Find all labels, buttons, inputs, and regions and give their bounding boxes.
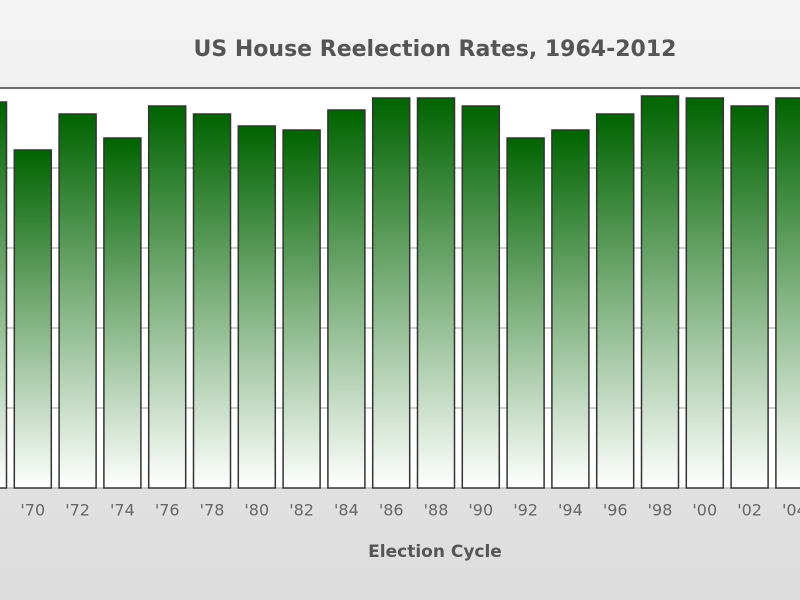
chart-title: US House Reelection Rates, 1964-2012 (194, 37, 677, 62)
bar (103, 137, 142, 489)
bar (58, 113, 97, 489)
bar (551, 129, 590, 489)
bar (506, 137, 545, 489)
bar (192, 113, 232, 489)
bar (461, 105, 501, 489)
x-tick-label: '86 (379, 501, 404, 520)
x-tick-label: '84 (334, 501, 359, 520)
x-tick-label: '88 (424, 501, 449, 520)
bar (13, 149, 53, 489)
bar (0, 101, 8, 489)
bar (730, 105, 769, 489)
x-tick-label: '02 (737, 501, 762, 520)
x-tick-label: '72 (65, 501, 90, 520)
bar (595, 113, 635, 489)
x-tick-label: '92 (513, 501, 538, 520)
x-tick-label: '80 (244, 501, 269, 520)
x-tick-label: '78 (200, 501, 225, 520)
x-axis-title: Election Cycle (368, 542, 502, 562)
bar (371, 97, 411, 489)
bar (685, 97, 725, 489)
bar (775, 97, 800, 489)
x-tick-label: '00 (692, 501, 717, 520)
x-tick-label: '98 (648, 501, 673, 520)
bar (237, 125, 277, 489)
x-tick-label: '96 (603, 501, 628, 520)
x-tick-label: '70 (20, 501, 45, 520)
bars (0, 95, 800, 489)
bar (640, 95, 680, 489)
bar (416, 97, 456, 489)
x-tick-label: '74 (110, 501, 135, 520)
bar (282, 129, 321, 489)
x-tick-label: '94 (558, 501, 583, 520)
x-tick-label: '04 (782, 501, 800, 520)
bar (327, 109, 366, 489)
bar (147, 105, 187, 489)
x-tick-label: '76 (155, 501, 180, 520)
x-tick-label: '90 (468, 501, 493, 520)
x-tick-label: '82 (289, 501, 314, 520)
